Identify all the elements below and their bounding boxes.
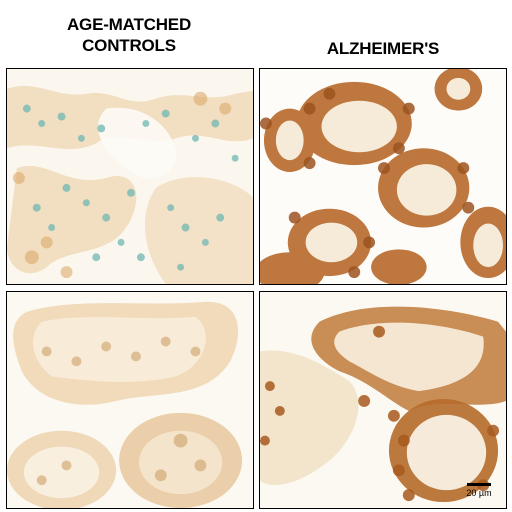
scale-bar-line — [467, 483, 491, 486]
column-title-alzheimers: ALZHEIMER'S — [326, 39, 440, 58]
micrograph-alzheimers-top — [259, 68, 507, 285]
micrograph-control-top — [6, 68, 254, 285]
scale-bar-label: 20 µm — [466, 488, 492, 498]
column-title-controls: AGE-MATCHED CONTROLS — [66, 15, 192, 55]
micrograph-control-bottom — [6, 291, 254, 509]
scale-bar: 20 µm — [462, 483, 496, 498]
micrograph-alzheimers-bottom: 20 µm — [259, 291, 507, 509]
